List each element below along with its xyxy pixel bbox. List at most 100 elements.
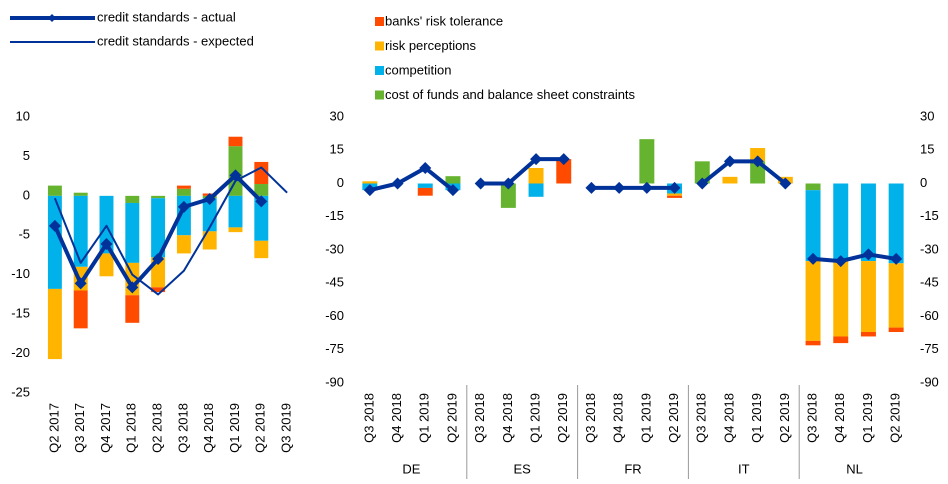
bar-segment — [254, 184, 269, 196]
y-tick-label: 0 — [23, 187, 30, 202]
legend-label: banks' risk tolerance — [385, 13, 503, 28]
y-tick-label: -45 — [325, 275, 344, 290]
bar-segment — [556, 159, 572, 184]
marker — [723, 155, 736, 168]
bar-segment — [417, 187, 433, 196]
bar-segment — [254, 240, 269, 259]
line — [369, 165, 455, 193]
bar-segment — [125, 202, 140, 263]
bar-segment — [99, 195, 114, 254]
group-label: ES — [514, 461, 532, 476]
bar-segment — [860, 332, 876, 337]
y2-tick-label: 15 — [920, 142, 934, 157]
marker — [48, 219, 61, 232]
legend-marker — [48, 14, 56, 22]
y-tick-label: -90 — [325, 374, 344, 389]
marker — [807, 252, 820, 265]
y-tick-label: -15 — [11, 306, 30, 321]
marker — [74, 277, 87, 290]
bar-segment — [805, 190, 821, 262]
y-tick-label: -20 — [11, 345, 30, 360]
bar-segment — [176, 188, 191, 196]
bar-segment — [805, 261, 821, 341]
x-tick-label: Q1 2018 — [124, 403, 139, 453]
y-tick-label: -30 — [325, 241, 344, 256]
marker — [391, 177, 404, 190]
marker — [862, 248, 875, 261]
bar-segment — [228, 227, 243, 233]
marker — [834, 255, 847, 268]
bar-segment — [151, 287, 166, 293]
y-tick-label: -60 — [325, 308, 344, 323]
y2-tick-label: 0 — [920, 175, 927, 190]
marker — [613, 181, 626, 194]
y2-tick-label: -90 — [920, 374, 939, 389]
y2-tick-label: -75 — [920, 341, 939, 356]
marker — [530, 153, 543, 166]
x-tick-label: Q2 2019 — [555, 393, 570, 443]
bar-segment — [888, 183, 904, 264]
bar-segment — [151, 195, 166, 199]
x-tick-label: Q2 2019 — [666, 393, 681, 443]
bar-segment — [888, 327, 904, 333]
bar-segment — [667, 193, 683, 196]
x-tick-label: Q1 2019 — [638, 393, 653, 443]
x-tick-label: Q4 2018 — [500, 393, 515, 443]
x-tick-label: Q4 2018 — [611, 393, 626, 443]
legend-label: risk perceptions — [385, 38, 477, 53]
bar-segment — [228, 136, 243, 147]
marker — [502, 177, 515, 190]
x-tick-label: Q3 2017 — [72, 403, 87, 453]
x-tick-label: Q2 2019 — [444, 393, 459, 443]
y2-tick-label: 30 — [920, 108, 934, 123]
legend-swatch — [375, 41, 384, 51]
line — [53, 166, 288, 296]
bar-segment — [47, 288, 62, 360]
bar-segment — [151, 198, 166, 258]
group-label: FR — [624, 461, 641, 476]
legend-label: credit standards - actual — [97, 9, 236, 24]
x-tick-label: Q3 2018 — [583, 393, 598, 443]
x-tick-label: Q3 2018 — [694, 393, 709, 443]
marker — [779, 177, 792, 190]
bar-segment — [833, 261, 849, 337]
x-tick-label: Q1 2019 — [227, 403, 242, 453]
y-tick-label: -75 — [325, 341, 344, 356]
x-tick-label: Q2 2019 — [777, 393, 792, 443]
marker — [255, 195, 268, 208]
bar-segment — [860, 261, 876, 333]
legend-label: cost of funds and balance sheet constrai… — [385, 87, 636, 102]
marker — [668, 181, 681, 194]
x-tick-label: Q2 2017 — [46, 403, 61, 453]
marker — [890, 252, 903, 265]
x-tick-label: Q1 2019 — [527, 393, 542, 443]
x-tick-label: Q3 2019 — [279, 403, 294, 453]
x-tick-label: Q2 2019 — [888, 393, 903, 443]
legend-label: credit standards - expected — [97, 33, 254, 48]
bar-segment — [362, 181, 378, 184]
bar-segment — [47, 195, 62, 289]
x-tick-label: Q2 2019 — [253, 403, 268, 453]
bar-segment — [833, 336, 849, 344]
x-tick-label: Q3 2018 — [175, 403, 190, 453]
bar-segment — [888, 263, 904, 328]
marker — [152, 252, 165, 265]
y2-tick-label: -45 — [920, 275, 939, 290]
y2-tick-label: -30 — [920, 241, 939, 256]
y-tick-label: 0 — [337, 175, 344, 190]
marker — [126, 281, 139, 294]
y-tick-label: -5 — [18, 227, 30, 242]
bar-segment — [860, 183, 876, 262]
legend-label: competition — [385, 62, 451, 77]
line — [701, 159, 787, 186]
x-tick-label: Q1 2019 — [749, 393, 764, 443]
y2-tick-label: -60 — [920, 308, 939, 323]
marker — [751, 155, 764, 168]
bar-segment — [833, 183, 849, 262]
legend-swatch — [375, 66, 384, 75]
bar-segment — [750, 148, 766, 162]
x-tick-label: Q3 2018 — [361, 393, 376, 443]
bar-segment — [417, 183, 433, 188]
bar-segment — [228, 195, 243, 228]
